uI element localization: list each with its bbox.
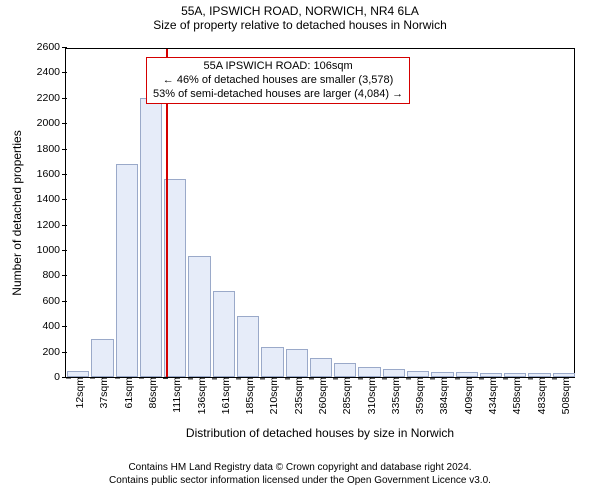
x-tick: 260sqm	[313, 377, 329, 414]
x-axis-label: Distribution of detached houses by size …	[186, 426, 454, 440]
x-tick: 111sqm	[167, 377, 183, 413]
y-tick: 400	[42, 320, 66, 332]
y-tick: 0	[54, 371, 66, 383]
x-tick: 235sqm	[289, 377, 305, 414]
y-tick: 2000	[37, 117, 66, 129]
histogram-bar	[213, 291, 235, 377]
x-tick: 384sqm	[434, 377, 450, 414]
y-tick: 2600	[37, 41, 66, 53]
y-tick: 1200	[37, 219, 66, 231]
x-tick: 210sqm	[264, 377, 280, 414]
x-tick: 483sqm	[532, 377, 548, 414]
page-title-line1: 55A, IPSWICH ROAD, NORWICH, NR4 6LA	[0, 0, 600, 18]
histogram-bar	[358, 367, 380, 377]
x-tick: 86sqm	[143, 377, 159, 409]
annotation-line: 55A IPSWICH ROAD: 106sqm	[153, 60, 403, 74]
histogram-bar	[286, 349, 308, 377]
y-tick: 200	[42, 346, 66, 358]
footer-line: Contains public sector information licen…	[0, 475, 600, 488]
y-tick: 1000	[37, 244, 66, 256]
histogram-bar	[140, 98, 162, 377]
x-tick: 161sqm	[216, 377, 232, 414]
histogram-bar	[91, 339, 113, 377]
x-tick: 185sqm	[240, 377, 256, 414]
y-tick: 2400	[37, 66, 66, 78]
x-tick: 335sqm	[386, 377, 402, 414]
histogram-chart: 0200400600800100012001400160018002000220…	[65, 48, 575, 378]
y-tick: 1400	[37, 193, 66, 205]
x-tick: 12sqm	[70, 377, 86, 409]
histogram-bar	[310, 358, 332, 377]
y-tick: 2200	[37, 92, 66, 104]
y-axis-label: Number of detached properties	[10, 130, 24, 295]
x-tick: 409sqm	[459, 377, 475, 414]
histogram-bar	[237, 316, 259, 377]
x-tick: 61sqm	[119, 377, 135, 409]
histogram-bar	[334, 363, 356, 377]
histogram-bar	[188, 256, 210, 377]
annotation-box: 55A IPSWICH ROAD: 106sqm← 46% of detache…	[146, 57, 410, 104]
annotation-line: 53% of semi-detached houses are larger (…	[153, 88, 403, 102]
x-tick: 285sqm	[337, 377, 353, 414]
x-tick: 136sqm	[192, 377, 208, 414]
y-tick: 600	[42, 295, 66, 307]
x-tick: 37sqm	[94, 377, 110, 409]
y-tick: 1800	[37, 143, 66, 155]
page-title-line2: Size of property relative to detached ho…	[0, 18, 600, 32]
x-tick: 458sqm	[507, 377, 523, 414]
histogram-bar	[261, 347, 283, 377]
x-tick: 359sqm	[410, 377, 426, 414]
annotation-line: ← 46% of detached houses are smaller (3,…	[153, 74, 403, 88]
histogram-bar	[116, 164, 138, 377]
attribution-footer: Contains HM Land Registry data © Crown c…	[0, 462, 600, 487]
y-tick: 1600	[37, 168, 66, 180]
x-tick: 310sqm	[362, 377, 378, 414]
y-tick: 800	[42, 269, 66, 281]
x-tick: 508sqm	[556, 377, 572, 414]
x-tick: 434sqm	[483, 377, 499, 414]
footer-line: Contains HM Land Registry data © Crown c…	[0, 462, 600, 475]
histogram-bar	[383, 369, 405, 377]
